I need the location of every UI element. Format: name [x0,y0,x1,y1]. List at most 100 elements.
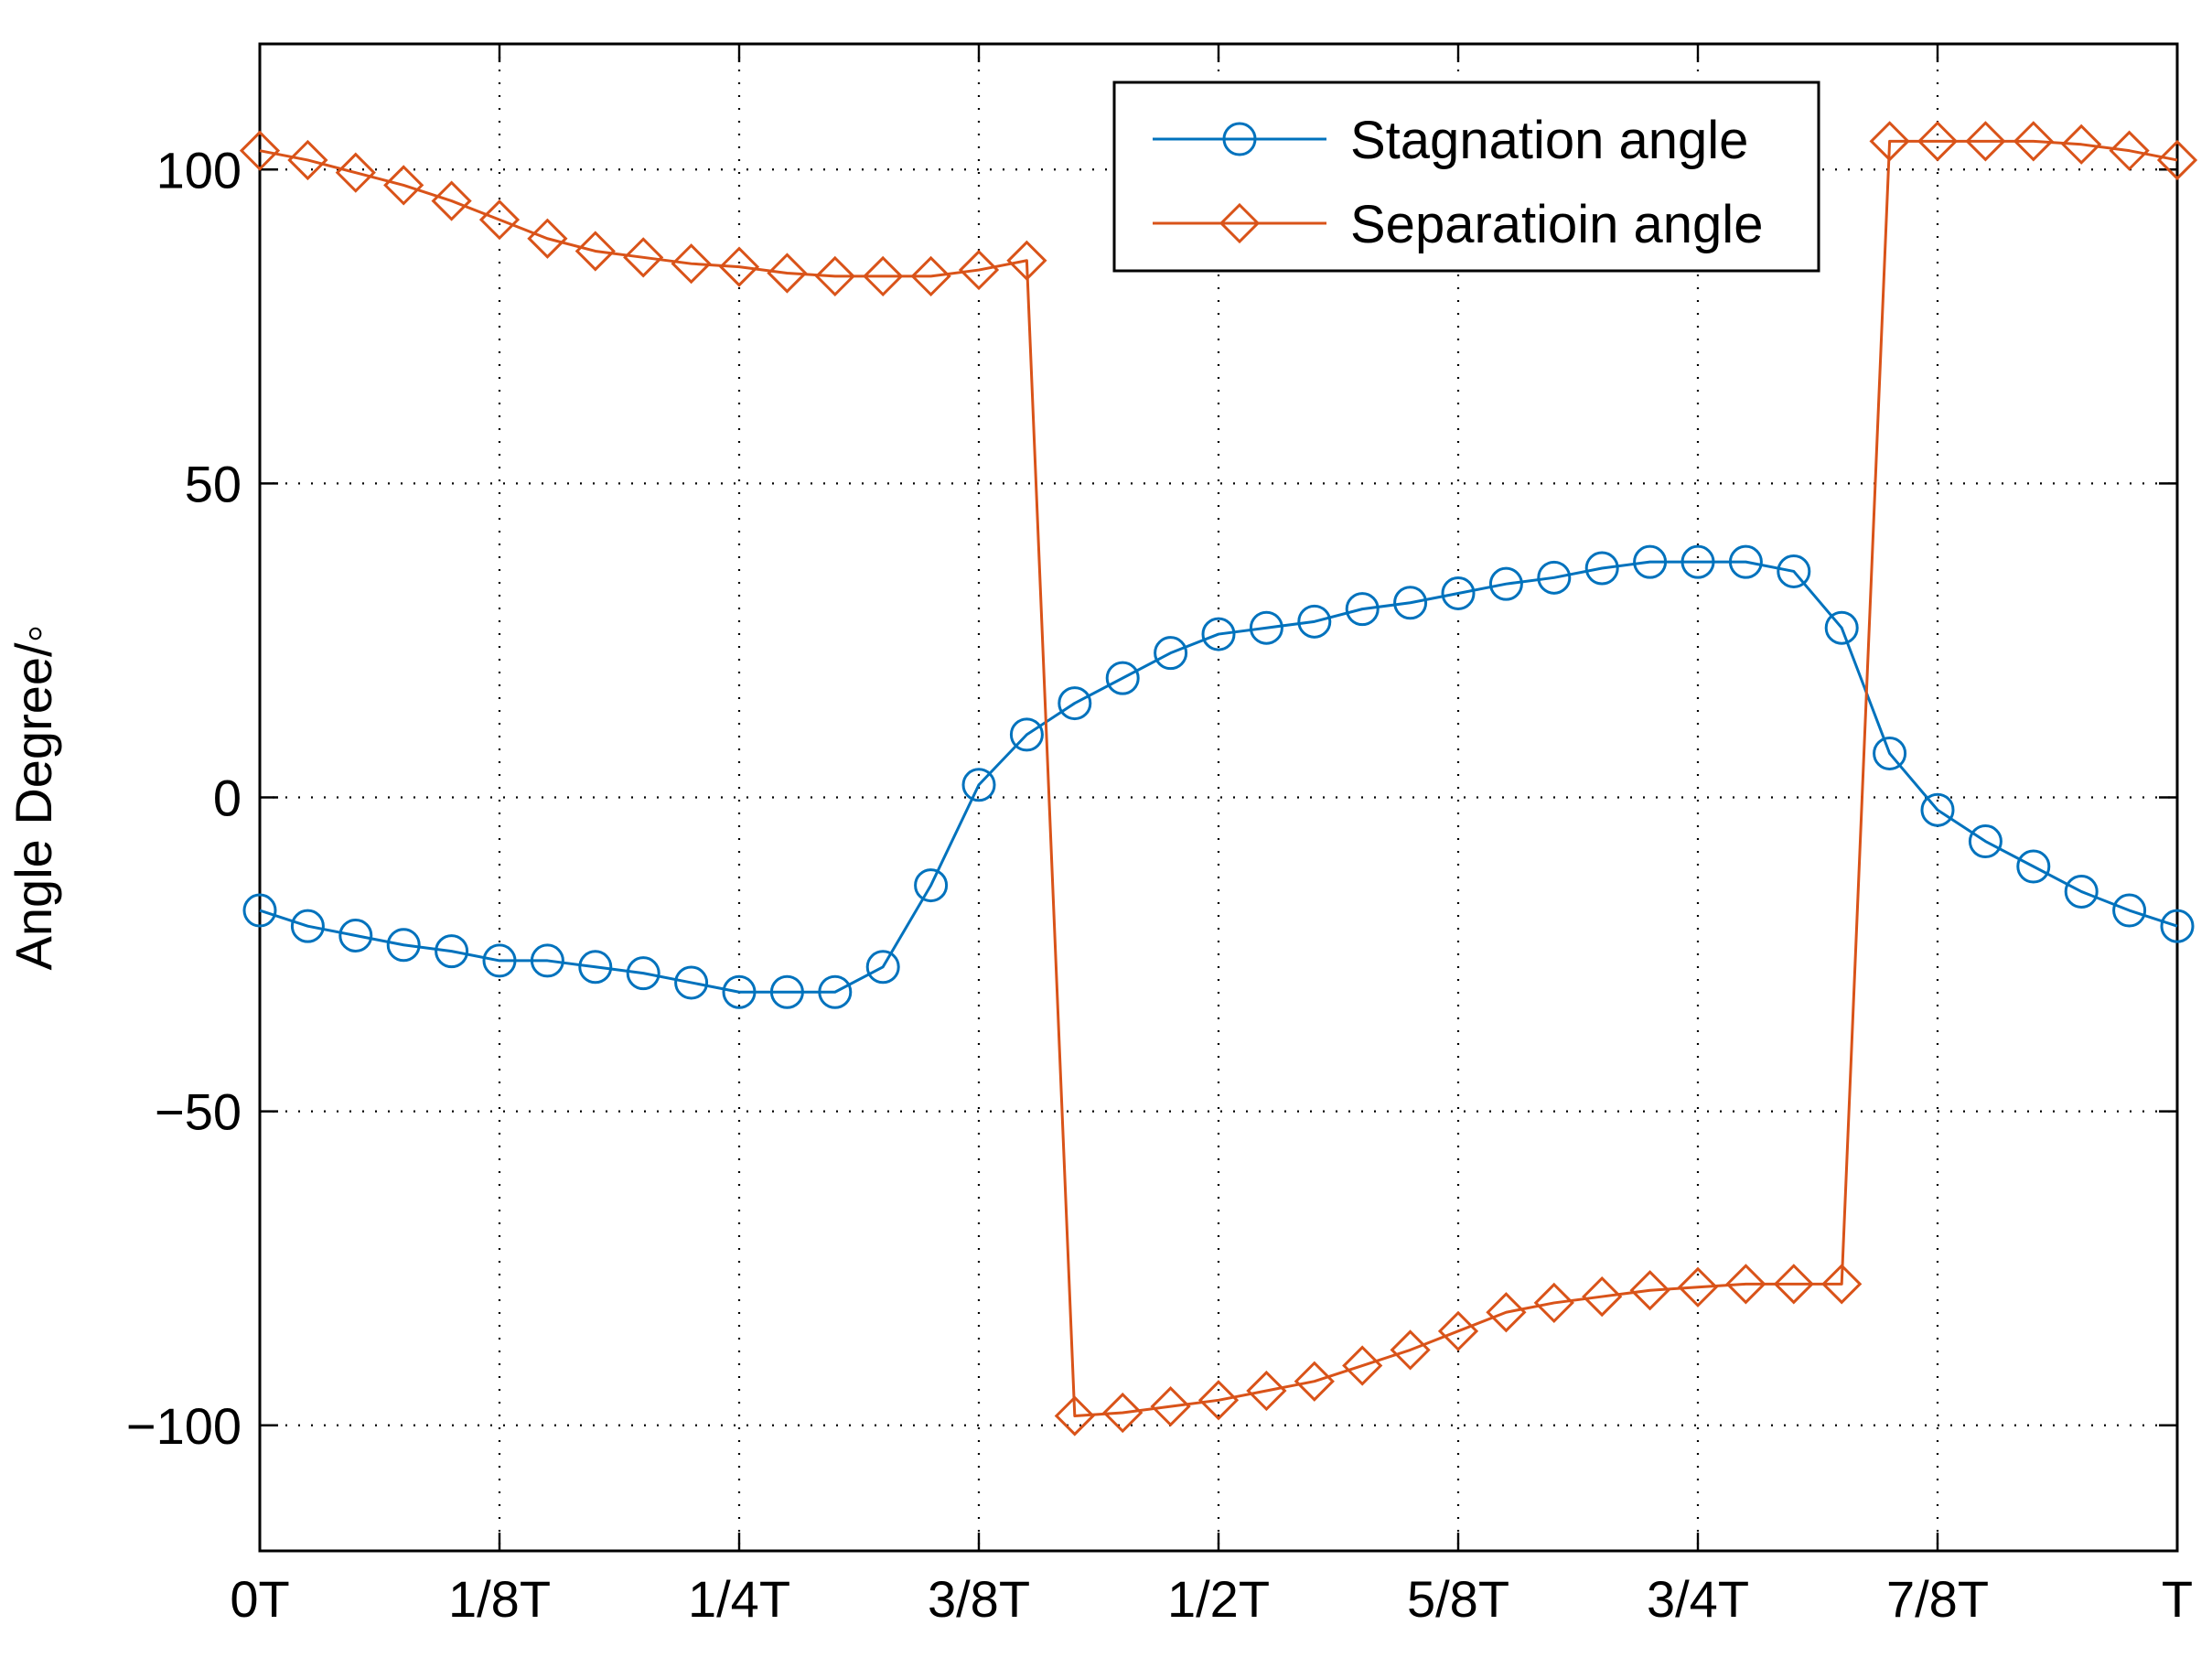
data-point [287,139,328,181]
data-point [2064,874,2099,909]
data-point [2061,124,2102,165]
data-point [1537,560,1572,595]
data-point [242,893,277,928]
legend-label: Separatioin angle [1350,195,1763,254]
data-point [2016,849,2051,884]
data-point [1201,617,1236,651]
legend-entries: Stagnation angle Separatioin angle [1153,111,1763,254]
data-point [958,249,1000,291]
data-point [769,974,804,1009]
data-point [1150,1386,1191,1427]
x-tick-label: 1/2T [1167,1570,1270,1628]
series-separation [239,121,2198,1437]
data-point [1102,1392,1144,1434]
data-point [239,130,281,171]
data-point [530,943,564,978]
data-point [767,253,808,294]
data-point [1629,1270,1670,1311]
y-tick-label: 50 [185,455,242,512]
series-layer [239,121,2198,1437]
data-point [431,180,472,221]
x-tick-label: 0T [230,1570,289,1628]
data-point [482,943,517,978]
data-point [818,974,853,1009]
data-point [2160,909,2195,943]
data-point [1486,1292,1527,1333]
x-tick-label: 1/8T [448,1570,551,1628]
data-point [386,928,421,963]
x-tick-label: 3/8T [928,1570,1030,1628]
legend-marker [1219,202,1261,244]
x-tick-label: 7/8T [1886,1570,1989,1628]
data-point [1246,1370,1287,1412]
data-point [290,909,325,943]
data-point [626,956,660,991]
data-point [1968,824,2003,859]
data-point [335,152,376,193]
data-point [814,255,855,297]
data-point [1873,736,1907,770]
x-tick-label: 5/8T [1407,1570,1509,1628]
data-point [1728,544,1763,579]
legend-box [1112,81,1820,273]
data-point [1345,592,1380,627]
x-tick-label: T [2162,1570,2193,1628]
data-point [1777,554,1811,588]
legend: Stagnation angle Separatioin angle [1112,81,1820,273]
data-point [865,950,900,985]
data-point [722,974,757,1009]
data-point [2112,893,2147,928]
data-point [1441,576,1476,610]
data-point [1390,1329,1431,1371]
data-point [578,950,613,985]
data-point [1917,121,1959,162]
x-tick-label: 3/4T [1647,1570,1749,1628]
data-point [383,165,424,206]
grid-layer [260,44,2177,1551]
data-point [1197,1380,1240,1421]
data-point [671,243,712,285]
data-point [1488,566,1523,601]
data-point [1584,551,1619,586]
data-point [1582,1275,1623,1318]
legend-entry: Stagnation angle [1153,111,1748,170]
data-point [1680,544,1715,579]
data-point [435,934,469,969]
data-point [1154,636,1188,671]
data-point [1393,586,1428,620]
data-point [914,868,949,903]
y-tick-label: 100 [156,141,242,199]
data-point [1533,1282,1574,1324]
data-point [1297,604,1332,639]
data-point [527,218,568,259]
tick-layer: 0T 1/8T 1/4T 3/8T 1/2T 5/8T 3/4T 7/8T T −100 −50 0 5… [126,44,2193,1628]
data-point [1054,1395,1095,1437]
data-point [338,918,373,952]
data-point [1821,1264,1863,1305]
data-point [2109,130,2150,171]
data-point [1437,1310,1479,1351]
data-point [910,255,951,297]
data-point [623,237,664,278]
data-point [2156,139,2198,181]
data-point [674,965,709,1000]
y-tick-label: −100 [126,1397,242,1455]
y-axis-label: Angle Degree/◦ [5,625,62,971]
data-point [863,255,904,297]
data-point [1869,121,1910,162]
series-line [259,560,2178,994]
data-point [1249,610,1283,645]
data-point [574,231,616,272]
data-point [1342,1345,1383,1386]
data-point [1965,121,2006,162]
x-tick-label: 1/4T [688,1570,790,1628]
data-point [478,199,521,241]
data-point [961,768,996,802]
data-point [1824,610,1859,645]
data-point [1009,717,1044,752]
legend-entry: Separatioin angle [1153,195,1763,254]
series-line [259,139,2178,1417]
series-stagnation [242,544,2195,1009]
